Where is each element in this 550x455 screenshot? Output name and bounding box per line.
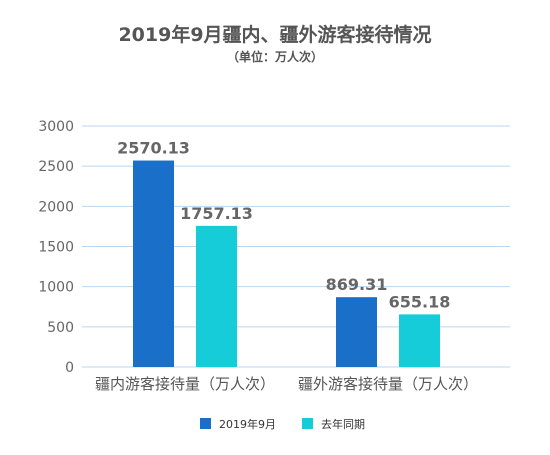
data-labels: 2570.13 869.31 1757.13 655.18	[117, 139, 450, 312]
bar	[133, 160, 174, 367]
legend-label: 2019年9月	[219, 417, 276, 431]
x-category-label: 疆内游客接待量（万人次）	[95, 375, 275, 393]
y-tick-label: 3000	[38, 119, 74, 135]
data-label: 869.31	[326, 275, 388, 294]
data-label: 655.18	[389, 292, 451, 311]
y-tick-label: 2000	[38, 199, 74, 215]
y-axis: 0 500 1000 1500 2000 2500 3000	[38, 119, 74, 376]
y-tick-label: 2500	[38, 159, 74, 175]
y-tick-label: 1000	[38, 280, 74, 296]
data-label: 2570.13	[117, 139, 190, 158]
bars	[133, 160, 440, 367]
data-label: 1757.13	[180, 204, 253, 223]
legend-swatch	[302, 418, 313, 429]
bar	[196, 225, 237, 367]
legend-swatch	[200, 418, 211, 429]
x-category-label: 疆外游客接待量（万人次）	[298, 375, 478, 393]
y-tick-label: 0	[65, 360, 74, 376]
bar	[336, 297, 377, 367]
x-axis: 疆内游客接待量（万人次） 疆外游客接待量（万人次）	[95, 375, 478, 393]
chart-subtitle: （单位：万人次）	[226, 50, 323, 64]
legend: 2019年9月 去年同期	[200, 417, 365, 431]
y-tick-label: 500	[47, 320, 74, 336]
bar	[399, 314, 440, 367]
legend-label: 去年同期	[321, 417, 365, 431]
y-tick-label: 1500	[38, 240, 74, 256]
chart-title: 2019年9月疆内、疆外游客接待情况	[118, 24, 432, 46]
